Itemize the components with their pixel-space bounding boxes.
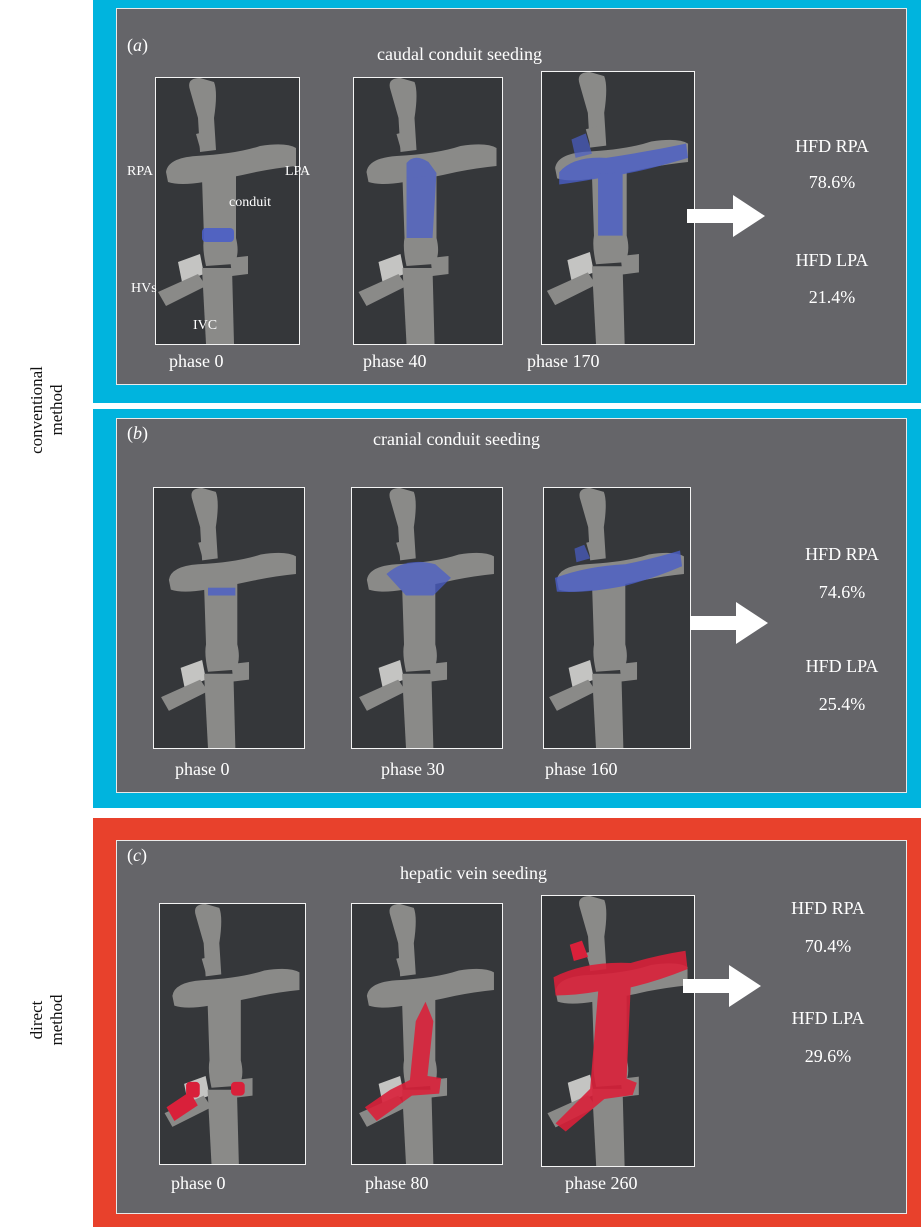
hfd-lpa-value: 25.4% (818, 694, 866, 714)
hfd-rpa-label: HFD RPA (795, 136, 869, 156)
label-lpa: LPA (285, 164, 311, 179)
phase-label: phase 0 (175, 759, 230, 779)
label-ivc: IVC (193, 318, 218, 333)
side-label-line1: direct (27, 1000, 46, 1040)
vessel-model-image (546, 72, 689, 344)
arrow-icon (690, 602, 768, 644)
vessel-model-image (547, 896, 688, 1166)
phase-frame-2 (351, 903, 503, 1165)
phase-frame-1 (159, 903, 306, 1165)
hfd-lpa-value: 21.4% (808, 287, 856, 307)
vessel-model-image (158, 78, 296, 344)
label-conduit: conduit (229, 195, 271, 210)
conventional-method-label: conventional method (27, 355, 67, 465)
panel-c: (c) hepatic vein seeding phase 0 phase 8… (116, 840, 907, 1214)
phase-frame-3 (541, 71, 695, 345)
phase-frame-3 (541, 895, 695, 1167)
panel-title: hepatic vein seeding (400, 863, 547, 883)
hfd-lpa-label: HFD LPA (805, 656, 879, 676)
vessel-model-image (161, 488, 296, 748)
phase-frame-3 (543, 487, 691, 749)
label-rpa: RPA (127, 164, 153, 179)
hfd-lpa-value: 29.6% (804, 1046, 852, 1066)
side-label-line1: conventional (27, 366, 46, 454)
panel-divider (93, 403, 921, 409)
hfd-lpa-label: HFD LPA (791, 1008, 865, 1028)
arrow-icon (683, 965, 761, 1007)
phase-frame-1 (153, 487, 305, 749)
phase-label: phase 40 (363, 351, 427, 371)
vessel-model-image (359, 904, 494, 1164)
phase-label: phase 260 (565, 1173, 638, 1193)
phase-frame-1 (155, 77, 300, 345)
phase-frame-2 (353, 77, 503, 345)
vessel-model-image (358, 78, 497, 344)
phase-label: phase 0 (171, 1173, 226, 1193)
vessel-model-image (164, 904, 300, 1164)
hfd-rpa-label: HFD RPA (805, 544, 879, 564)
arrow-icon (687, 195, 765, 237)
phase-frame-2 (351, 487, 503, 749)
vessel-model-image (549, 488, 684, 748)
label-hvs: HVs (131, 281, 157, 296)
panel-title: cranial conduit seeding (373, 429, 540, 449)
panel-letter: (a) (127, 35, 148, 55)
phase-label: phase 170 (527, 351, 600, 371)
panel-letter: (b) (127, 423, 148, 443)
vessel-model-image (359, 488, 494, 748)
hfd-rpa-value: 74.6% (818, 582, 866, 602)
phase-label: phase 30 (381, 759, 445, 779)
panel-title: caudal conduit seeding (377, 44, 542, 64)
side-label-line2: method (47, 994, 66, 1046)
panel-b: (b) cranial conduit seeding phase 0 phas… (116, 418, 907, 793)
panel-a: (a) caudal conduit seeding RPA LPA condu… (116, 8, 907, 385)
hfd-rpa-value: 78.6% (808, 172, 856, 192)
phase-label: phase 0 (169, 351, 224, 371)
phase-label: phase 80 (365, 1173, 429, 1193)
panel-letter: (c) (127, 845, 147, 865)
phase-label: phase 160 (545, 759, 618, 779)
hfd-rpa-value: 70.4% (804, 936, 852, 956)
side-label-line2: method (47, 384, 66, 436)
hfd-lpa-label: HFD LPA (795, 250, 869, 270)
hfd-rpa-label: HFD RPA (791, 898, 865, 918)
direct-method-label: direct method (27, 965, 67, 1075)
